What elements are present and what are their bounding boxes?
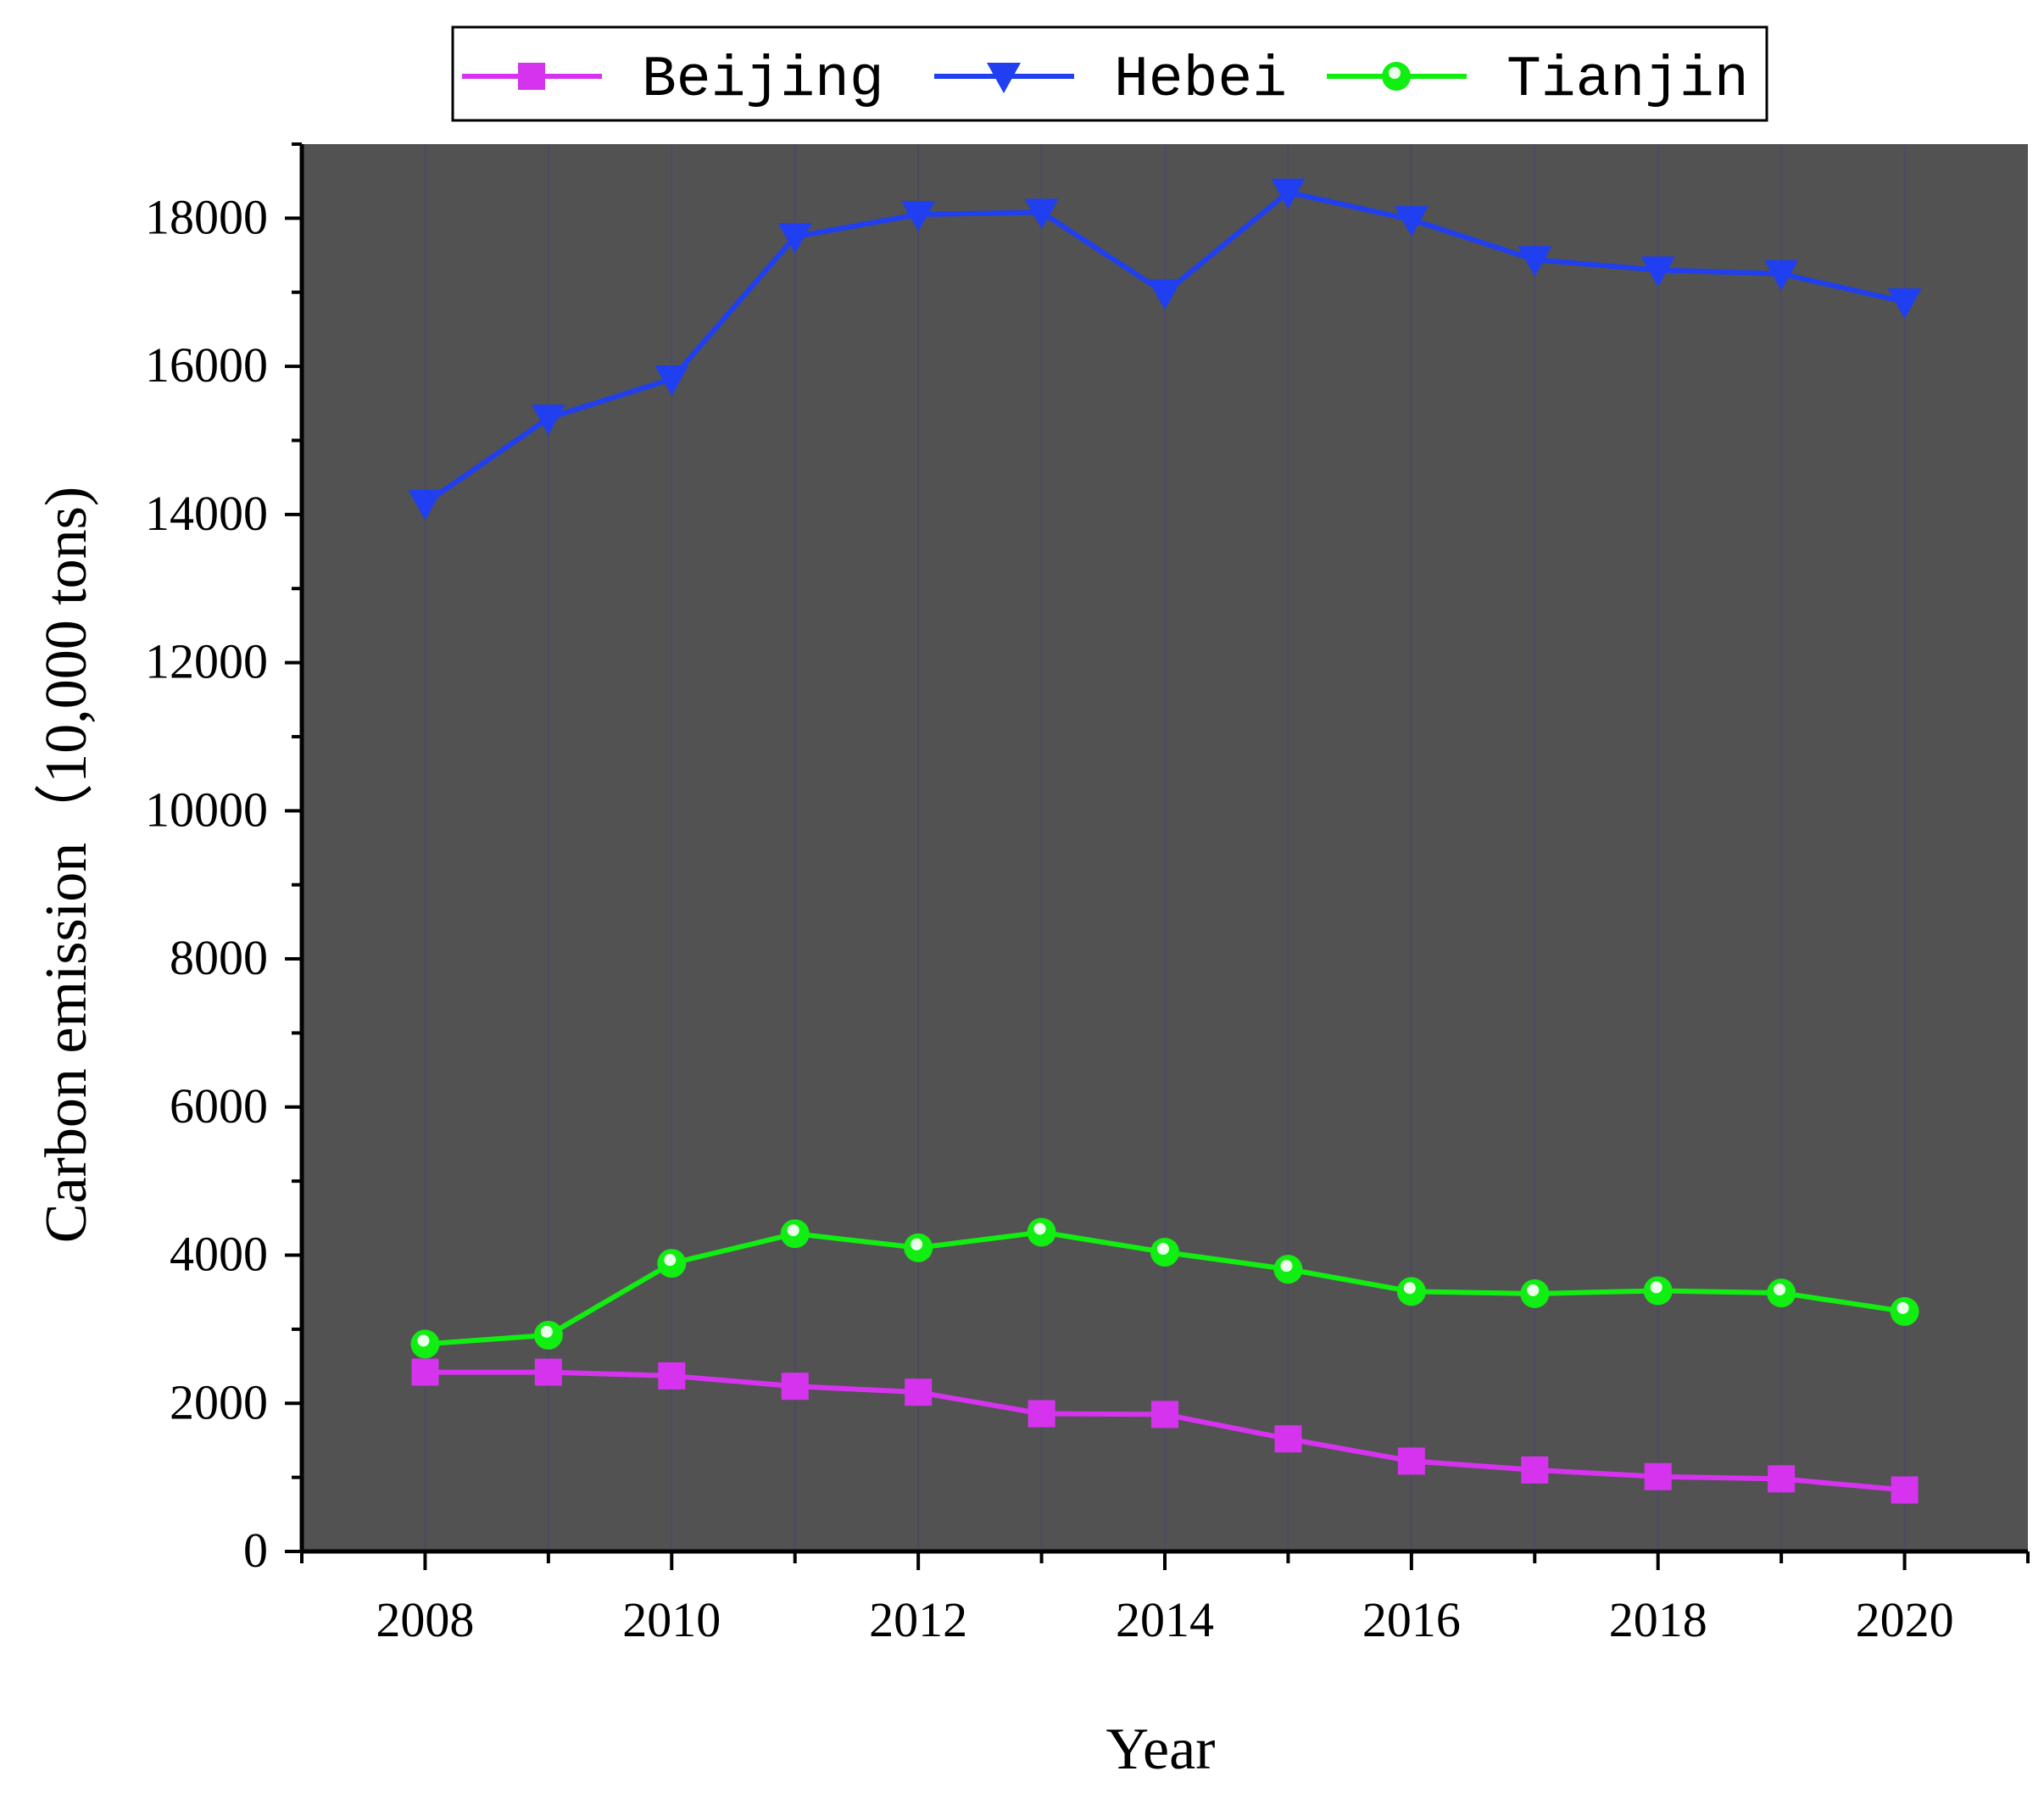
legend-label-hebei: Hebei [1114,47,1287,113]
data-point-tianjin [1643,1276,1673,1306]
legend-item-beijing: Beijing [462,47,884,113]
y-tick-label: 2000 [170,1374,268,1429]
data-point-tianjin [1273,1255,1303,1284]
data-point-beijing [534,1358,562,1386]
data-point-hebei [531,404,565,436]
data-point-tianjin [657,1249,687,1278]
data-point-beijing [1151,1401,1178,1429]
y-tick-label: 0 [243,1523,268,1578]
x-tick-label: 2018 [1609,1592,1707,1647]
data-point-beijing [781,1373,809,1401]
x-tick-label: 2020 [1856,1592,1954,1647]
data-point-tianjin [1396,1277,1426,1306]
legend-item-tianjin: Tianjin [1327,47,1749,113]
y-tick-label: 18000 [145,189,268,244]
x-tick-label: 2014 [1116,1592,1214,1647]
x-tick-label: 2008 [376,1592,474,1647]
data-point-tianjin [904,1233,933,1262]
data-point-hebei [1887,288,1922,320]
data-point-beijing [1397,1447,1425,1475]
data-point-hebei [1640,256,1675,287]
data-point-hebei [1148,279,1182,310]
legend-marker-tianjin [1382,62,1411,91]
series-tianjin [410,1217,1919,1359]
y-tick-label: 12000 [145,634,268,689]
series-hebei [408,178,1922,521]
data-point-hebei [654,365,689,396]
data-point-beijing [658,1362,686,1390]
y-tick-label: 6000 [170,1078,268,1133]
y-tick-label: 4000 [170,1227,268,1282]
data-point-beijing [1028,1400,1055,1428]
data-point-tianjin [410,1329,440,1359]
data-point-tianjin [1767,1278,1796,1308]
data-point-tianjin [1027,1217,1056,1247]
x-tick-label: 2010 [622,1592,721,1647]
data-point-beijing [411,1358,439,1386]
axes: 0 2000 4000 6000 8000 10000 12000 14000 16000 180… [145,142,2030,1647]
data-point-hebei [1271,178,1306,209]
legend-marker-beijing [518,63,545,90]
series-beijing [411,1358,1919,1504]
data-point-beijing [1521,1456,1549,1484]
data-point-beijing [1768,1465,1796,1493]
y-tick-label: 16000 [145,337,268,393]
data-point-tianjin [780,1219,810,1249]
data-point-hebei [1024,198,1059,230]
legend-marker-hebei [987,63,1021,93]
legend-box [451,25,1768,122]
data-point-tianjin [533,1320,563,1350]
x-tick-label: 2016 [1362,1592,1461,1647]
legend: Beijing Hebei Tianjin [451,25,1768,122]
data-point-hebei [901,201,936,231]
data-point-beijing [1891,1476,1919,1504]
series-lines [408,178,1922,1504]
data-point-hebei [1394,206,1429,237]
data-point-beijing [1644,1462,1672,1490]
y-tick-label: 8000 [170,930,268,985]
y-tick-label: 10000 [145,782,268,837]
x-tick-label: 2012 [869,1592,967,1647]
data-point-tianjin [1150,1238,1179,1267]
data-point-tianjin [1890,1296,1919,1326]
legend-item-hebei: Hebei [934,47,1287,113]
y-tick-label: 14000 [145,486,268,541]
data-point-hebei [408,489,443,521]
data-point-hebei [1518,246,1552,277]
data-point-beijing [1274,1425,1302,1453]
y-axis-label: Carbon emission（10,000 tons) [34,487,99,1243]
legend-label-tianjin: Tianjin [1507,47,1749,113]
data-point-beijing [905,1378,933,1406]
data-point-hebei [1764,259,1799,291]
data-point-hebei [777,223,812,254]
legend-label-beijing: Beijing [642,47,884,113]
x-axis-label: Year [1106,1717,1216,1782]
data-point-tianjin [1520,1278,1550,1308]
